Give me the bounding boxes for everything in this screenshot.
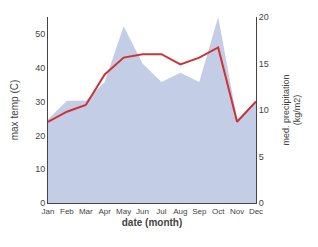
svg-text:Dec: Dec xyxy=(249,207,263,216)
svg-text:Mar: Mar xyxy=(79,207,93,216)
svg-text:Apr: Apr xyxy=(99,207,112,216)
svg-text:May: May xyxy=(116,207,131,216)
svg-text:40: 40 xyxy=(35,63,45,73)
svg-text:15: 15 xyxy=(259,59,269,69)
svg-text:0: 0 xyxy=(259,198,264,208)
svg-text:Jun: Jun xyxy=(136,207,149,216)
svg-text:10: 10 xyxy=(35,164,45,174)
svg-text:Feb: Feb xyxy=(60,207,74,216)
svg-text:5: 5 xyxy=(259,152,264,162)
svg-text:0: 0 xyxy=(40,198,45,208)
svg-text:date (month): date (month) xyxy=(122,217,183,228)
svg-text:Aug: Aug xyxy=(173,207,187,216)
svg-text:Sep: Sep xyxy=(192,207,207,216)
svg-text:50: 50 xyxy=(35,29,45,39)
svg-text:med. precipitation(kg/m2): med. precipitation(kg/m2) xyxy=(281,74,303,145)
svg-text:max temp (C): max temp (C) xyxy=(9,80,20,141)
svg-text:30: 30 xyxy=(35,97,45,107)
svg-text:Jan: Jan xyxy=(42,207,55,216)
svg-text:20: 20 xyxy=(259,12,269,22)
svg-text:Oct: Oct xyxy=(212,207,225,216)
svg-text:Nov: Nov xyxy=(230,207,244,216)
svg-text:Jul: Jul xyxy=(156,207,166,216)
svg-text:20: 20 xyxy=(35,131,45,141)
svg-text:10: 10 xyxy=(259,105,269,115)
